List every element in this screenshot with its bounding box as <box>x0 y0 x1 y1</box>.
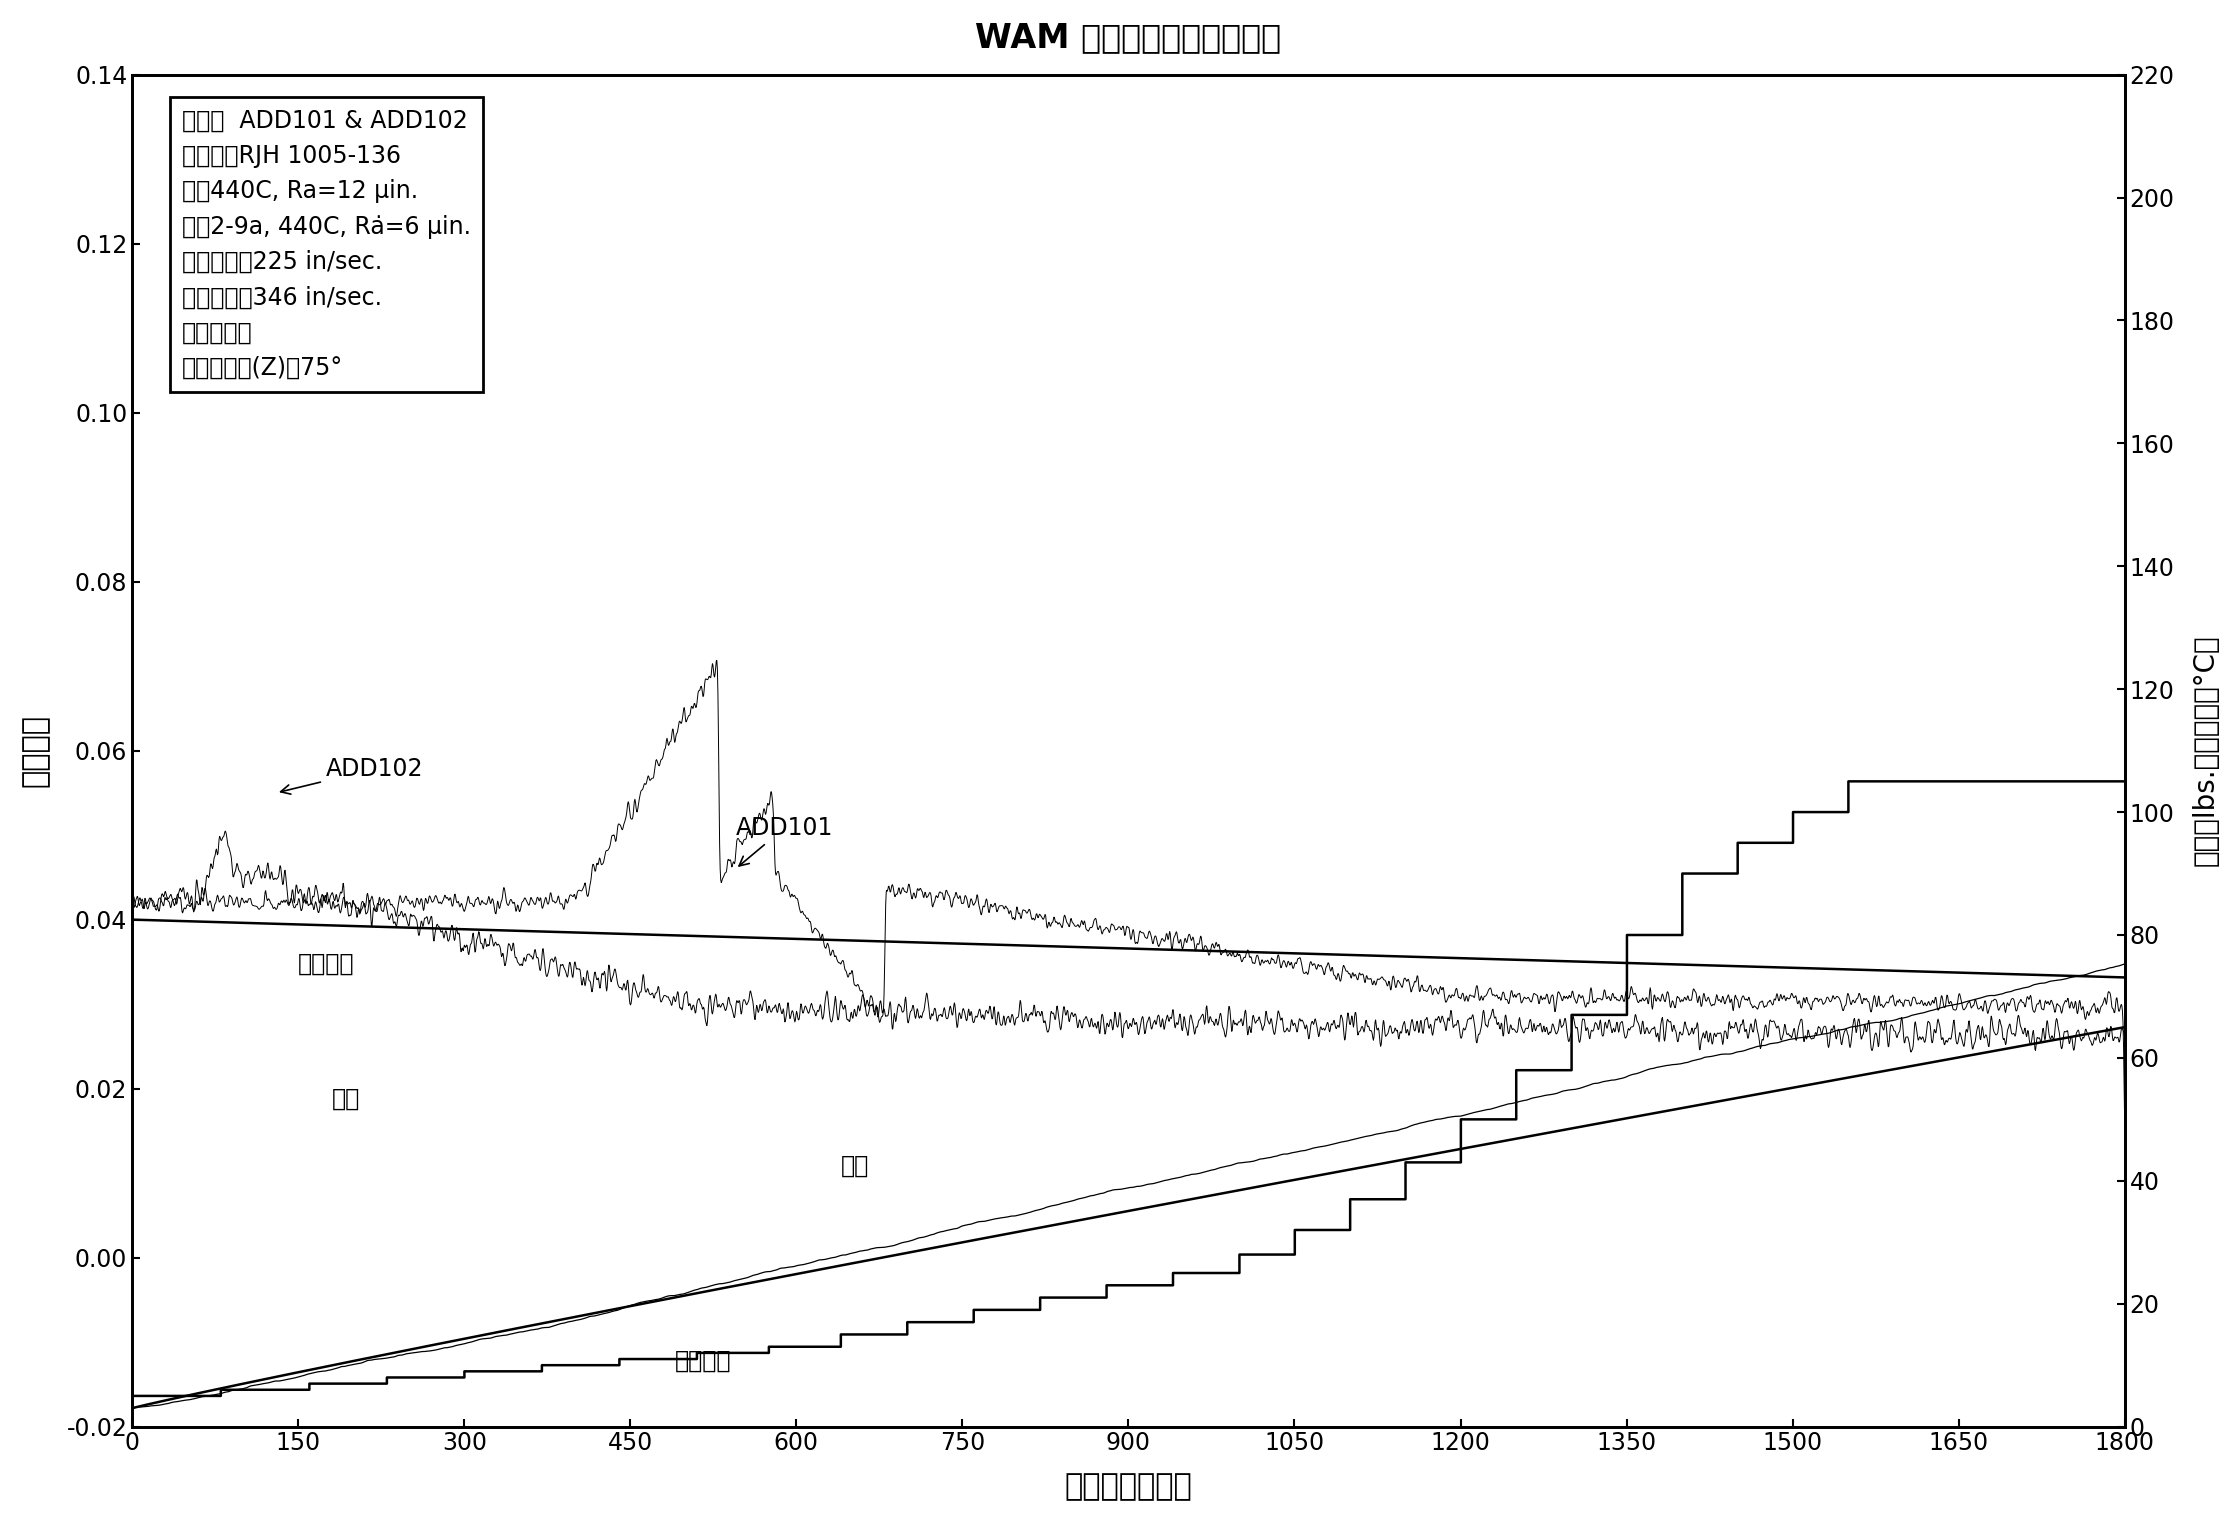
Text: 测试：  ADD101 & ADD102
润滑油：RJH 1005-136
球：440C, Ra=12 μin.
盘：2-9a, 440C, Rȧ=6 μin: 测试： ADD101 & ADD102 润滑油：RJH 1005-136 球：4… <box>181 108 470 380</box>
Y-axis label: 负载（lbs.），温度（°C）: 负载（lbs.），温度（°C） <box>2191 635 2220 866</box>
Text: ADD102: ADD102 <box>280 756 423 794</box>
Text: 球温: 球温 <box>332 1087 361 1111</box>
Title: WAM 高速负载能力测试方法: WAM 高速负载能力测试方法 <box>974 21 1281 53</box>
Text: 垂直载荷: 垂直载荷 <box>674 1348 730 1373</box>
Text: 盘温: 盘温 <box>840 1154 869 1178</box>
Text: 牢引系数: 牢引系数 <box>298 951 354 976</box>
Y-axis label: 牢引系数: 牢引系数 <box>20 714 49 787</box>
Text: ADD101: ADD101 <box>735 816 833 866</box>
X-axis label: 运行时间（秒）: 运行时间（秒） <box>1064 1472 1192 1501</box>
